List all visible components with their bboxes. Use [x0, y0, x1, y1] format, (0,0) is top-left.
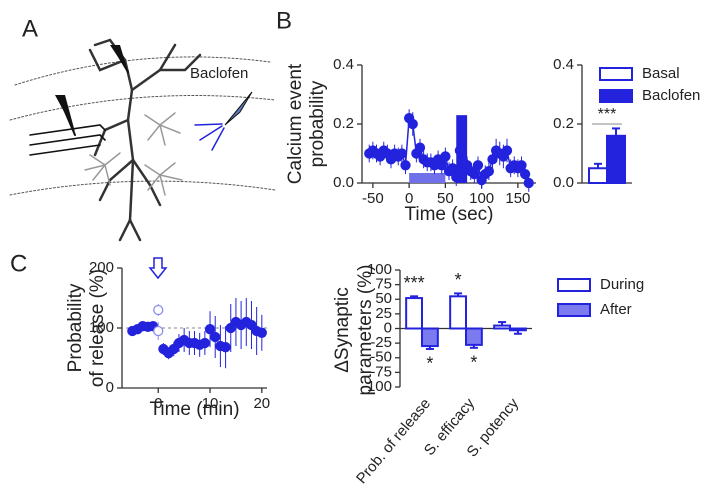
legend-swatch: [599, 67, 633, 81]
y-tick-label: 0.4: [553, 56, 574, 73]
y-axis-label: of release (%): [87, 269, 108, 387]
y-tick-label: 50: [375, 290, 392, 307]
x-tick-label: 100: [469, 190, 494, 207]
legend-swatch: [557, 278, 591, 292]
data-point: [501, 145, 513, 156]
data-point: [407, 118, 418, 130]
data-point: [414, 142, 426, 153]
drug-label: Baclofen: [190, 65, 248, 82]
significance: *: [470, 353, 477, 373]
legend-label: Baclofen: [642, 87, 700, 104]
drug-period: [409, 173, 446, 183]
bar: [449, 295, 468, 330]
data-point: [400, 160, 411, 171]
data-point: [153, 325, 164, 337]
data-point: [447, 163, 458, 174]
data-point: [256, 327, 267, 338]
bar: [606, 134, 626, 185]
data-point: [483, 166, 495, 177]
data-point: [204, 324, 216, 335]
x-tick-label: Prob. of release: [353, 395, 434, 487]
y-axis-label: probability: [307, 80, 328, 167]
y-tick-label: 0.2: [553, 115, 574, 132]
y-tick-label: 25: [375, 305, 392, 322]
significance: *: [426, 354, 433, 374]
y-tick-label: -25: [370, 334, 392, 351]
x-tick-label: 0: [405, 190, 413, 207]
x-axis-label: Time (min): [149, 399, 239, 420]
data-point: [220, 342, 231, 353]
neuron-schematic: [9, 38, 276, 242]
bar: [465, 327, 483, 346]
legend-label: During: [600, 276, 644, 293]
y-axis-label: Probability: [65, 283, 86, 372]
data-point: [519, 168, 531, 180]
panel-label: C: [10, 250, 27, 277]
y-tick-label: -100: [362, 378, 392, 395]
y-tick-label: 0: [384, 319, 392, 336]
data-point: [487, 154, 498, 165]
legend-label: After: [600, 301, 632, 318]
bar: [509, 327, 527, 332]
y-tick-label: 100: [367, 261, 392, 278]
data-point: [451, 171, 462, 183]
panel-label: A: [22, 15, 38, 42]
data-point: [523, 177, 534, 189]
bar: [588, 167, 608, 184]
data-point: [469, 168, 480, 180]
data-point: [199, 337, 211, 349]
y-axis-label: ΔSynaptic: [332, 287, 353, 373]
y-tick-label: -75: [370, 363, 392, 380]
bar: [493, 324, 512, 330]
y-tick-label: 0.0: [333, 174, 354, 191]
y-tick-label: 0.0: [553, 174, 574, 191]
panel-label: B: [276, 7, 292, 34]
legend-swatch: [599, 89, 633, 103]
y-tick-label: 0.2: [333, 115, 354, 132]
y-tick-label: 0.4: [333, 56, 354, 73]
legend-label: Basal: [642, 65, 680, 82]
significance: ***: [598, 106, 617, 123]
data-point: [440, 151, 451, 162]
x-tick-label: 0: [154, 395, 162, 412]
y-tick-label: 200: [89, 259, 114, 276]
y-tick-label: 100: [89, 319, 114, 336]
x-tick-label: 10: [202, 395, 219, 412]
data-point: [472, 160, 484, 171]
y-tick-label: 75: [375, 276, 392, 293]
bar: [421, 327, 439, 348]
y-tick-label: 0: [106, 379, 114, 396]
data-point: [436, 160, 447, 171]
bar: [405, 297, 424, 330]
legend-swatch: [557, 303, 591, 317]
data-point: [516, 160, 527, 171]
application-arrow: [148, 257, 168, 280]
x-tick-label: -50: [362, 190, 384, 207]
y-axis-label: parameters (%): [355, 265, 376, 396]
data-point: [153, 304, 164, 316]
x-axis-label: Time (sec): [404, 204, 493, 225]
x-tick-label: 150: [505, 190, 530, 207]
x-tick-label: 20: [253, 395, 270, 412]
data-point: [396, 148, 408, 159]
data-point: [210, 331, 221, 343]
y-tick-label: -50: [370, 349, 392, 366]
significance: *: [455, 270, 462, 290]
x-tick-label: 50: [437, 190, 454, 207]
y-axis-label: Calcium event: [285, 63, 306, 184]
significance: ***: [404, 273, 425, 293]
data-point: [454, 145, 466, 156]
